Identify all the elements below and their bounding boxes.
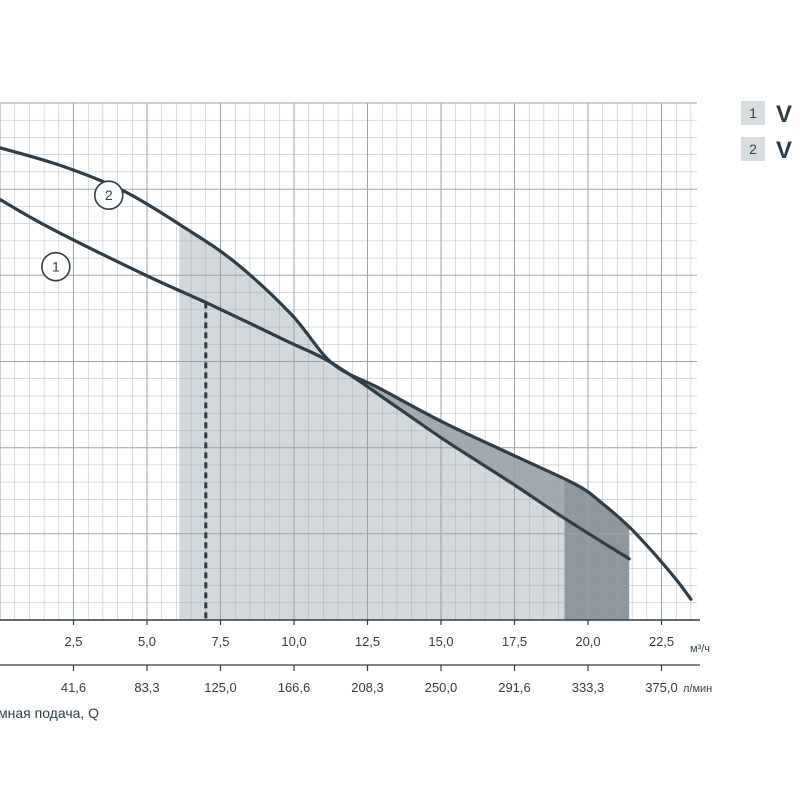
legend: 1 V 2 V [741, 101, 792, 164]
x-tick-label-primary: 12,5 [355, 634, 380, 649]
x-tick-label-secondary: 83,3 [134, 680, 159, 695]
fill-layer [179, 224, 630, 620]
x-tick-label-secondary: 250,0 [425, 680, 458, 695]
x-tick-label-secondary: 333,3 [572, 680, 605, 695]
axis-layer: мная подача, Q м³/ч л/мин 2,5 41,6 5,0 83,3… [0, 619, 712, 721]
x-axis-title: мная подача, Q [0, 705, 99, 721]
x-tick-label-primary: 20,0 [575, 634, 600, 649]
legend-label-2: V [776, 137, 792, 164]
curve-label-circle-2 [93, 180, 124, 210]
curve-layer [0, 146, 693, 620]
curve-labels: 12 [41, 180, 124, 282]
x-tick-label-primary: 2,5 [64, 634, 82, 649]
curve-label-circle-1 [41, 251, 71, 282]
x-unit-secondary: л/мин [683, 683, 712, 695]
pump-curve-2 [0, 146, 693, 601]
x-tick-label-secondary: 208,3 [351, 680, 384, 695]
legend-num-1: 1 [749, 105, 757, 121]
x-unit-primary: м³/ч [690, 643, 710, 655]
curve-label-text-2: 2 [105, 187, 113, 203]
working-range-fill [179, 224, 630, 620]
legend-box-2 [741, 137, 765, 161]
x-tick-label-primary: 10,0 [281, 634, 306, 649]
x-tick-label-primary: 17,5 [502, 634, 527, 649]
x-tick-label-primary: 5,0 [138, 634, 156, 649]
x-tick-label-primary: 15,0 [428, 634, 453, 649]
grid-layer [0, 102, 697, 621]
x-tick-label-secondary: 125,0 [204, 680, 237, 695]
curve-label-text-1: 1 [52, 259, 60, 275]
legend-label-1: V [776, 101, 792, 128]
legend-box-1 [741, 101, 765, 125]
x-tick-label-secondary: 291,6 [498, 680, 531, 695]
x-tick-label-primary: 7,5 [211, 634, 229, 649]
x-tick-label-secondary: 41,6 [61, 680, 86, 695]
x-tick-label-secondary: 166,6 [278, 680, 311, 695]
legend-num-2: 2 [749, 141, 757, 157]
end-band-fill [564, 479, 630, 620]
x-tick-label-primary: 22,5 [649, 634, 674, 649]
x-tick-label-secondary: 375,0 [645, 680, 678, 695]
